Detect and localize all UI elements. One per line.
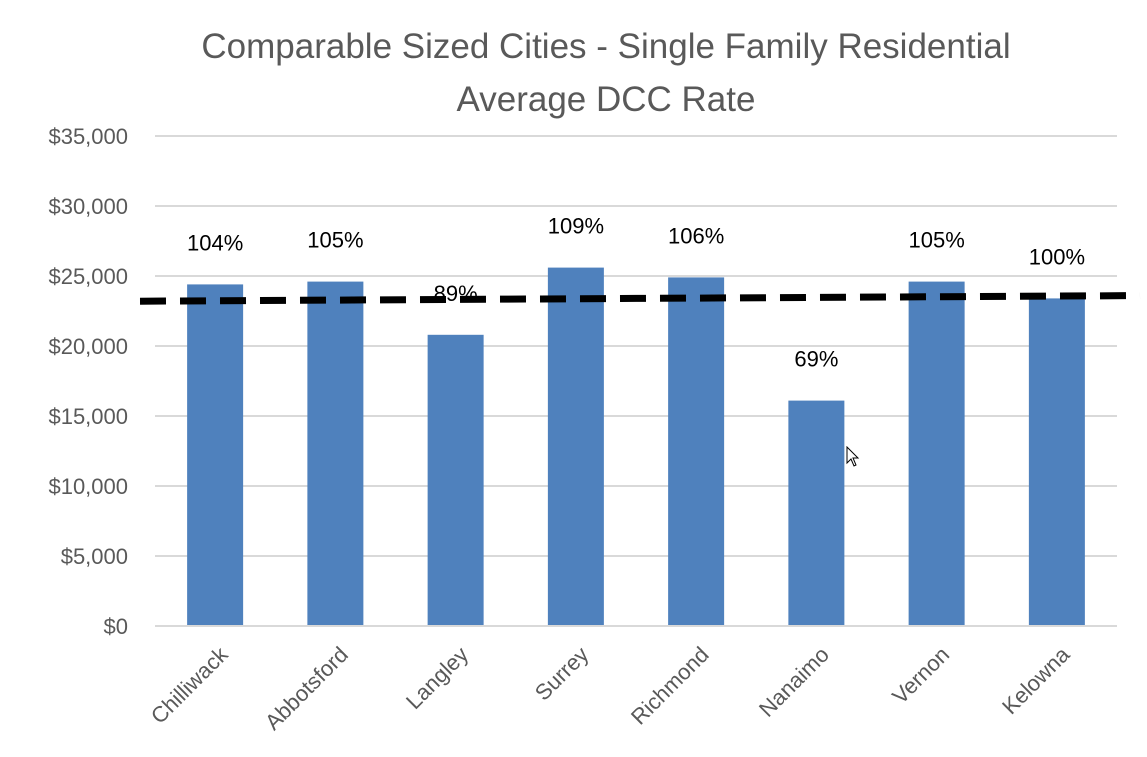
data-label: 109% [548,214,604,239]
y-tick-label: $0 [104,614,128,639]
category-label: Langley [401,642,473,714]
y-tick-label: $20,000 [48,334,128,359]
category-label: Chilliwack [146,641,234,729]
bar [187,284,244,626]
category-label: Surrey [530,642,593,705]
y-tick-label: $25,000 [48,264,128,289]
bar [908,281,965,626]
bar [547,267,604,626]
category-label: Kelowna [997,641,1075,719]
chart-title-line-2: Average DCC Rate [456,80,756,119]
category-label: Abbotsford [260,642,353,735]
average-line [139,292,1141,305]
data-label: 104% [187,230,243,255]
y-tick-label: $35,000 [48,124,128,149]
bar [668,277,725,626]
bar [1028,298,1085,626]
y-tick-label: $15,000 [48,404,128,429]
data-label: 105% [908,228,964,253]
chart-title-line-1: Comparable Sized Cities - Single Family … [201,27,1011,66]
y-tick-label: $10,000 [48,474,128,499]
category-label: Richmond [626,642,714,730]
data-label: 100% [1029,244,1085,269]
category-label: Vernon [887,642,954,709]
bar [307,281,364,626]
data-label: 69% [794,347,838,372]
bar [427,334,484,626]
bar [788,400,845,626]
y-tick-label: $5,000 [61,544,128,569]
y-tick-label: $30,000 [48,194,128,219]
data-label: 105% [307,228,363,253]
mouse-pointer-icon [846,446,860,467]
data-label: 106% [668,223,724,248]
category-label: Nanaimo [754,642,834,722]
